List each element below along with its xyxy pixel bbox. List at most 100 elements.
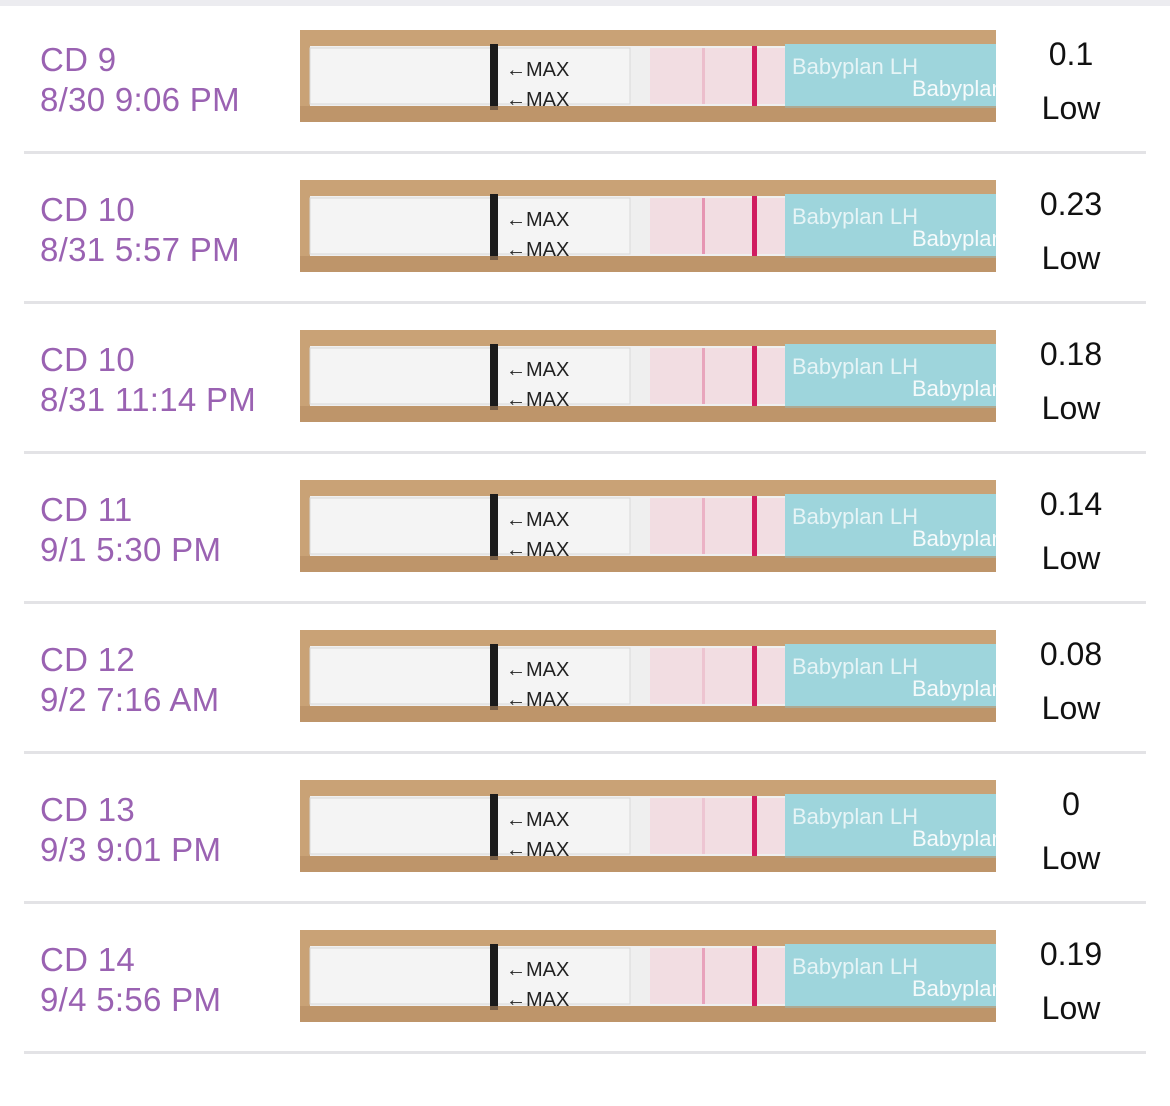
control-line: [752, 946, 757, 1006]
brand-band: [785, 794, 996, 858]
brand-text: Babyplan LH: [792, 654, 918, 679]
test-datetime: 9/2 7:16 AM: [40, 681, 220, 718]
test-result: 0.19 Low: [1010, 932, 1132, 1030]
test-strip-photo[interactable]: ←MAX ←MAX Babyplan LH Babyplan: [300, 330, 996, 422]
reaction-window: [650, 498, 800, 554]
test-strip-photo[interactable]: ←MAX ←MAX Babyplan LH Babyplan: [300, 30, 996, 122]
max-label: ←MAX: [506, 239, 569, 261]
row-divider: [24, 451, 1146, 454]
control-line: [752, 346, 757, 406]
test-entry-row[interactable]: CD 12 9/2 7:16 AM ←MAX ←MAX Babyplan LH Bab…: [0, 600, 1170, 754]
max-label: ←MAX: [506, 689, 569, 711]
max-label: ←MAX: [506, 809, 569, 831]
test-strip-photo[interactable]: ←MAX ←MAX Babyplan LH Babyplan: [300, 480, 996, 572]
test-line: [702, 948, 705, 1004]
max-label: ←MAX: [506, 989, 569, 1011]
control-line: [752, 496, 757, 556]
strip-handle: [309, 47, 631, 105]
cycle-day-label: CD 10: [40, 341, 136, 378]
brand-band: [785, 44, 996, 108]
brand-text: Babyplan: [912, 676, 996, 701]
row-divider: [24, 151, 1146, 154]
strip-handle: [309, 947, 631, 1005]
brand-band: [785, 344, 996, 408]
lh-ratio-value: 0.18: [1039, 336, 1103, 372]
lh-level-label: Low: [1041, 990, 1101, 1026]
strip-handle: [309, 497, 631, 555]
lh-level-label: Low: [1041, 240, 1101, 276]
lh-level-label: Low: [1041, 840, 1101, 876]
test-strip-photo[interactable]: ←MAX ←MAX Babyplan LH Babyplan: [300, 630, 996, 722]
test-result: 0 Low: [1010, 782, 1132, 880]
max-label: ←MAX: [506, 539, 569, 561]
brand-text: Babyplan: [912, 826, 996, 851]
row-divider: [24, 601, 1146, 604]
brand-band: [785, 944, 996, 1008]
lh-ratio-value: 0.08: [1039, 636, 1103, 672]
test-datetime: 9/4 5:56 PM: [40, 981, 222, 1018]
test-result: 0.23 Low: [1010, 182, 1132, 280]
strip-handle: [309, 197, 631, 255]
max-marker: [490, 494, 498, 560]
test-datetime: 9/1 5:30 PM: [40, 531, 222, 568]
max-label: ←MAX: [506, 59, 569, 81]
test-line: [702, 648, 705, 704]
shadow: [300, 406, 996, 422]
test-entry-row[interactable]: CD 11 9/1 5:30 PM ←MAX ←MAX Babyplan LH Bab…: [0, 450, 1170, 604]
shadow: [300, 856, 996, 872]
max-label: ←MAX: [506, 509, 569, 531]
lh-level-label: Low: [1041, 690, 1101, 726]
test-entry-row[interactable]: CD 9 8/30 9:06 PM ←MAX ←MAX Babyplan LH Bab…: [0, 0, 1170, 154]
max-label: ←MAX: [506, 959, 569, 981]
lh-level-label: Low: [1041, 540, 1101, 576]
test-date-block: CD 11 9/1 5:30 PM: [40, 490, 221, 570]
test-strip-photo[interactable]: ←MAX ←MAX Babyplan LH Babyplan: [300, 780, 996, 872]
lh-ratio-value: 0.1: [1048, 36, 1094, 72]
test-entry-row[interactable]: CD 13 9/3 9:01 PM ←MAX ←MAX Babyplan LH Bab…: [0, 750, 1170, 904]
reaction-window: [650, 798, 800, 854]
test-date-block: CD 13 9/3 9:01 PM: [40, 790, 221, 870]
test-entry-row[interactable]: CD 14 9/4 5:56 PM ←MAX ←MAX Babyplan LH Bab…: [0, 900, 1170, 1054]
brand-text: Babyplan LH: [792, 204, 918, 229]
cycle-day-label: CD 13: [40, 791, 136, 828]
max-marker: [490, 944, 498, 1010]
test-strip-photo[interactable]: ←MAX ←MAX Babyplan LH Babyplan: [300, 180, 996, 272]
reaction-window: [650, 48, 800, 104]
max-marker: [490, 644, 498, 710]
max-label: ←MAX: [506, 389, 569, 411]
brand-text: Babyplan LH: [792, 354, 918, 379]
test-date-block: CD 9 8/30 9:06 PM: [40, 40, 240, 120]
test-entry-row[interactable]: CD 10 8/31 11:14 PM ←MAX ←MAX Babyplan LH B…: [0, 300, 1170, 454]
shadow: [300, 706, 996, 722]
strip-handle: [309, 347, 631, 405]
cycle-day-label: CD 10: [40, 191, 136, 228]
max-label: ←MAX: [506, 359, 569, 381]
test-date-block: CD 12 9/2 7:16 AM: [40, 640, 219, 720]
max-marker: [490, 44, 498, 110]
lh-level-label: Low: [1041, 390, 1101, 426]
test-datetime: 8/30 9:06 PM: [40, 81, 240, 118]
brand-band: [785, 644, 996, 708]
max-marker: [490, 194, 498, 260]
row-divider: [24, 751, 1146, 754]
test-date-block: CD 10 8/31 11:14 PM: [40, 340, 256, 420]
brand-text: Babyplan: [912, 376, 996, 401]
max-marker: [490, 344, 498, 410]
test-line: [702, 348, 705, 404]
control-line: [752, 646, 757, 706]
test-datetime: 8/31 11:14 PM: [40, 381, 257, 418]
control-line: [752, 796, 757, 856]
brand-text: Babyplan LH: [792, 954, 918, 979]
cycle-day-label: CD 11: [40, 491, 133, 528]
test-entry-row[interactable]: CD 10 8/31 5:57 PM ←MAX ←MAX Babyplan LH Ba…: [0, 150, 1170, 304]
test-line: [702, 498, 705, 554]
shadow: [300, 1006, 996, 1022]
test-strip-photo[interactable]: ←MAX ←MAX Babyplan LH Babyplan: [300, 930, 996, 1022]
shadow: [300, 256, 996, 272]
